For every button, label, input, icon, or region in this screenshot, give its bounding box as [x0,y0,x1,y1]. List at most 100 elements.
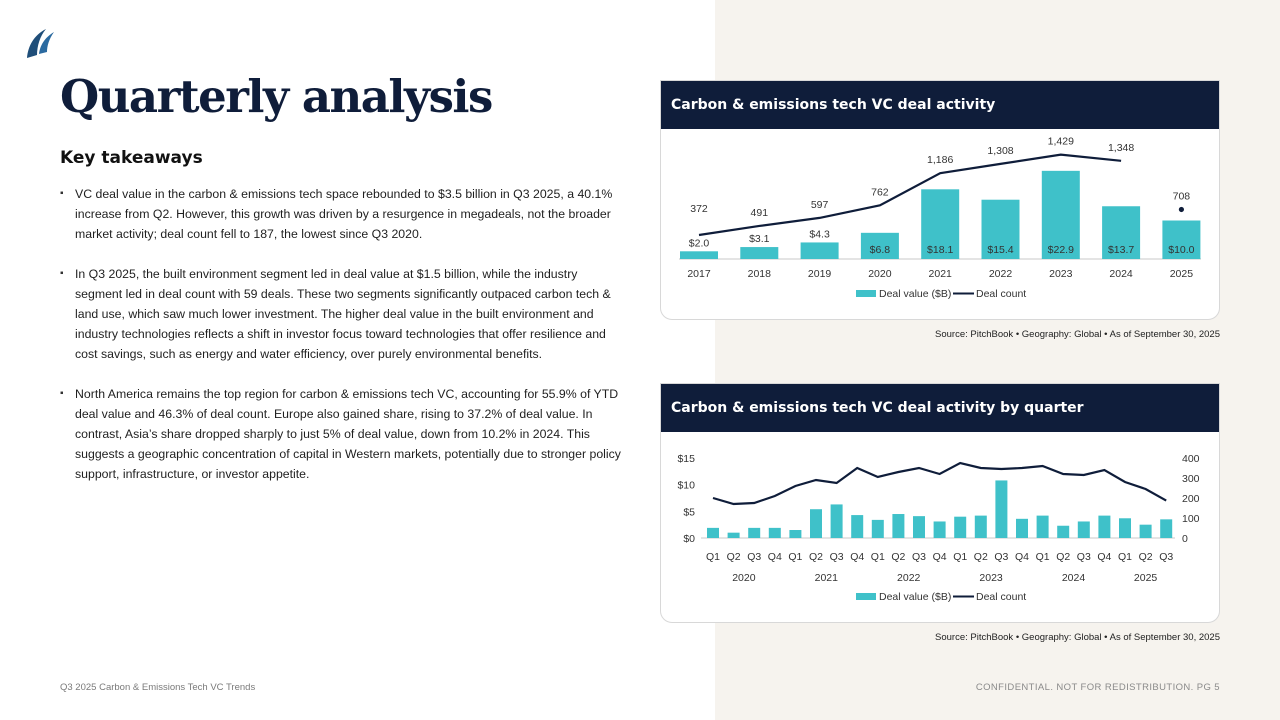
y-right-tick-label: 0 [1182,533,1188,545]
bar [1041,170,1080,259]
bar [740,247,779,259]
sail-logo-icon [24,26,58,60]
y-right-tick-label: 300 [1182,473,1200,485]
bar [995,480,1008,538]
line-value-label: 708 [1173,190,1191,202]
bar [1077,521,1090,538]
bar [768,527,781,538]
bar [707,527,719,538]
x-tick-label: Q1 [788,551,802,563]
y-left-tick-label: $10 [677,480,695,492]
line-value-label: 1,186 [927,154,953,166]
key-takeaways-heading: Key takeaways [60,148,203,168]
x-tick-label: Q1 [1036,551,1050,563]
x-tick-label: Q3 [747,551,761,563]
deal-count-point [1178,206,1184,213]
line-value-label: 372 [690,203,708,215]
bar [1098,515,1111,538]
page-title: Quarterly analysis [60,70,493,123]
takeaway-item: VC deal value in the carbon & emissions … [60,184,625,244]
bar-value-label: $15.4 [987,244,1013,256]
x-tick-label: 2020 [868,268,892,280]
x-tick-label: Q2 [727,551,741,563]
bar [851,515,864,538]
x-tick-label: Q2 [974,551,988,563]
legend-swatch-bar [856,593,876,600]
x-tick-label: Q2 [1139,551,1153,563]
bar [1160,519,1173,538]
x-tick-label: 2022 [989,268,1013,280]
bar [933,521,946,538]
bar [800,242,839,259]
x-tick-label: Q1 [1118,551,1132,563]
x-tick-label: Q3 [912,551,926,563]
bar [954,516,967,538]
bar [981,199,1020,259]
bar [1139,524,1152,538]
x-year-label: 2022 [897,572,921,584]
legend-label: Deal value ($B) [879,288,951,300]
x-tick-label: 2023 [1049,268,1073,280]
x-tick-label: Q4 [1015,551,1029,563]
x-tick-label: Q2 [809,551,823,563]
bar [871,519,884,538]
takeaways-list: VC deal value in the carbon & emissions … [60,184,625,504]
x-tick-label: Q2 [1056,551,1070,563]
legend-label: Deal count [976,288,1026,300]
legend-label: Deal count [976,591,1026,603]
bar-value-label: $18.1 [927,244,953,256]
x-tick-label: Q3 [1077,551,1091,563]
y-right-tick-label: 100 [1182,513,1200,525]
deal-count-line [712,461,1167,506]
x-tick-label: Q4 [768,551,782,563]
x-year-label: 2024 [1062,572,1086,584]
bar-value-label: $10.0 [1168,244,1194,256]
bar [974,515,987,538]
y-left-tick-label: $5 [683,506,695,518]
bar [1016,518,1028,538]
bar [892,514,905,538]
bar [727,532,740,538]
bar [830,504,843,538]
bar-value-label: $2.0 [689,237,710,249]
bar-value-label: $13.7 [1108,244,1134,256]
bar-value-label: $22.9 [1048,244,1074,256]
footer-confidential-page: CONFIDENTIAL. NOT FOR REDISTRIBUTION. PG… [975,682,1220,693]
bar [921,189,960,259]
chart-source-note: Source: PitchBook • Geography: Global • … [935,632,1220,643]
y-right-tick-label: 200 [1182,493,1200,505]
x-tick-label: 2021 [929,268,953,280]
bar [810,509,822,538]
y-right-tick-label: 400 [1182,453,1200,465]
chart-title: Carbon & emissions tech VC deal activity… [661,384,1219,432]
bar [748,527,761,538]
x-tick-label: Q2 [891,551,905,563]
x-year-label: 2020 [732,572,756,584]
takeaway-item: In Q3 2025, the built environment segmen… [60,264,625,364]
bar-value-label: $4.3 [809,228,830,240]
x-tick-label: Q3 [994,551,1008,563]
line-value-label: 1,308 [987,145,1013,157]
line-value-label: 597 [811,199,829,211]
footer-report-title: Q3 2025 Carbon & Emissions Tech VC Trend… [60,682,256,693]
takeaway-item: North America remains the top region for… [60,384,625,484]
annual-deal-activity-chart: Carbon & emissions tech VC deal activity… [660,80,1220,320]
chart-source-note: Source: PitchBook • Geography: Global • … [935,329,1220,340]
line-value-label: 762 [871,186,889,198]
quarterly-chart-plot: $0 $5 $10 $15 0 100 200 300 400 Q1 Q2 Q3 Q4 Q1 Q2 Q3 Q4 Q… [677,453,1200,603]
legend-swatch-bar [856,290,876,297]
legend-label: Deal value ($B) [879,591,951,603]
bar [1036,515,1049,538]
x-year-label: 2023 [979,572,1003,584]
annual-chart-plot: $2.0 2017 372 $3.1 2018 491 $4.3 2019 597 $6.8 202… [679,136,1201,300]
x-tick-label: 2017 [687,268,711,280]
bar [680,251,718,259]
bar-value-label: $3.1 [749,233,770,245]
bar [1162,220,1201,259]
quarterly-deal-activity-chart: Carbon & emissions tech VC deal activity… [660,383,1220,623]
y-left-tick-label: $0 [683,533,695,545]
bar-value-label: $6.8 [870,244,891,256]
x-tick-label: Q4 [850,551,864,563]
x-tick-label: Q4 [933,551,947,563]
bar [913,516,925,538]
